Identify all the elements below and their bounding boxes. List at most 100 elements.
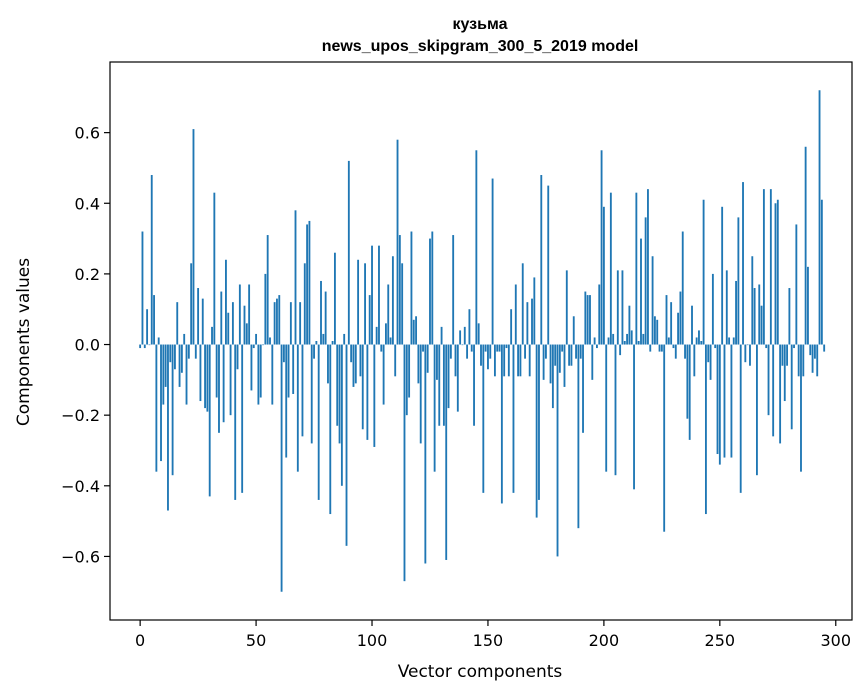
bar-106 — [385, 323, 387, 345]
bar-123 — [424, 344, 427, 564]
bar-137 — [456, 344, 459, 412]
bar-229 — [670, 302, 673, 345]
bar-40 — [231, 302, 234, 345]
x-axis-label: Vector components — [398, 662, 563, 682]
bar-112 — [398, 235, 401, 345]
bar-195 — [591, 344, 594, 380]
bar-134 — [449, 344, 452, 359]
bar-130 — [440, 326, 443, 345]
bar-293 — [818, 90, 821, 345]
bar-35 — [220, 291, 223, 345]
bar-186 — [570, 344, 573, 366]
bar-81 — [327, 344, 329, 384]
bar-244 — [704, 344, 707, 515]
bar-75 — [313, 344, 315, 359]
bar-66 — [292, 344, 295, 394]
bar-273 — [772, 344, 775, 437]
bar-96 — [361, 344, 364, 430]
bar-68 — [296, 344, 299, 472]
bar-178 — [551, 344, 554, 409]
bar-34 — [218, 344, 220, 433]
bar-62 — [282, 344, 285, 363]
bar-20 — [185, 344, 188, 405]
plot-frame — [109, 61, 853, 621]
bar-287 — [804, 146, 807, 345]
bar-168 — [528, 344, 531, 377]
bar-241 — [698, 330, 700, 345]
bar-207 — [619, 344, 622, 356]
bar-113 — [401, 263, 404, 345]
bar-231 — [674, 344, 677, 359]
bar-282 — [793, 344, 795, 349]
chart-subtitle: news_upos_skipgram_300_5_2019 model — [322, 38, 639, 55]
bar-27 — [201, 298, 204, 345]
bar-83 — [331, 341, 334, 345]
bar-78 — [320, 280, 322, 345]
bar-84 — [333, 252, 336, 345]
bar-238 — [691, 305, 693, 345]
bar-58 — [273, 302, 276, 345]
bar-176 — [547, 185, 550, 345]
chart-title: кузьма — [452, 16, 507, 33]
bar-192 — [584, 291, 587, 345]
bar-124 — [426, 344, 429, 373]
bar-170 — [533, 277, 536, 345]
bar-259 — [739, 344, 742, 493]
bar-76 — [315, 341, 318, 345]
bar-243 — [702, 199, 705, 345]
bar-191 — [582, 344, 584, 433]
bar-23 — [192, 129, 195, 345]
bar-7 — [155, 344, 158, 472]
bar-128 — [436, 344, 438, 380]
bar-159 — [507, 344, 510, 377]
bar-82 — [329, 344, 332, 515]
bar-179 — [554, 344, 557, 366]
bar-194 — [589, 295, 591, 345]
bar-274 — [774, 203, 777, 345]
bar-97 — [364, 263, 366, 345]
bar-181 — [558, 344, 561, 373]
bar-154 — [496, 344, 499, 352]
bar-101 — [373, 344, 376, 447]
bar-210 — [626, 333, 629, 345]
bar-215 — [637, 341, 640, 345]
bar-248 — [714, 344, 717, 349]
bar-156 — [500, 344, 503, 504]
bar-100 — [371, 245, 373, 345]
bars-group — [139, 90, 826, 592]
bar-5 — [150, 175, 153, 345]
bar-220 — [649, 344, 652, 352]
bar-36 — [222, 344, 225, 423]
bar-56 — [269, 337, 271, 345]
bar-85 — [336, 344, 339, 426]
bar-94 — [357, 259, 360, 345]
bar-26 — [199, 344, 202, 402]
bar-237 — [688, 344, 691, 440]
bar-254 — [728, 337, 731, 345]
bar-202 — [607, 337, 610, 345]
bar-129 — [438, 344, 441, 426]
bar-48 — [250, 344, 253, 391]
bar-272 — [769, 189, 772, 345]
bar-226 — [663, 344, 666, 532]
bar-149 — [484, 344, 487, 352]
bar-252 — [723, 344, 726, 458]
bar-87 — [340, 344, 343, 486]
bar-59 — [276, 298, 278, 345]
bar-90 — [347, 160, 350, 345]
bar-198 — [598, 284, 601, 345]
bar-264 — [751, 256, 754, 345]
bar-3 — [146, 309, 149, 345]
bar-265 — [753, 288, 756, 345]
bar-288 — [807, 266, 809, 345]
bar-92 — [352, 344, 355, 387]
bar-122 — [422, 344, 424, 352]
bar-224 — [658, 344, 661, 352]
bar-30 — [208, 344, 211, 497]
bar-54 — [264, 273, 267, 345]
bar-114 — [403, 344, 406, 582]
bar-174 — [542, 344, 545, 380]
bar-175 — [544, 344, 547, 359]
bar-280 — [788, 288, 791, 345]
bar-133 — [447, 344, 450, 409]
